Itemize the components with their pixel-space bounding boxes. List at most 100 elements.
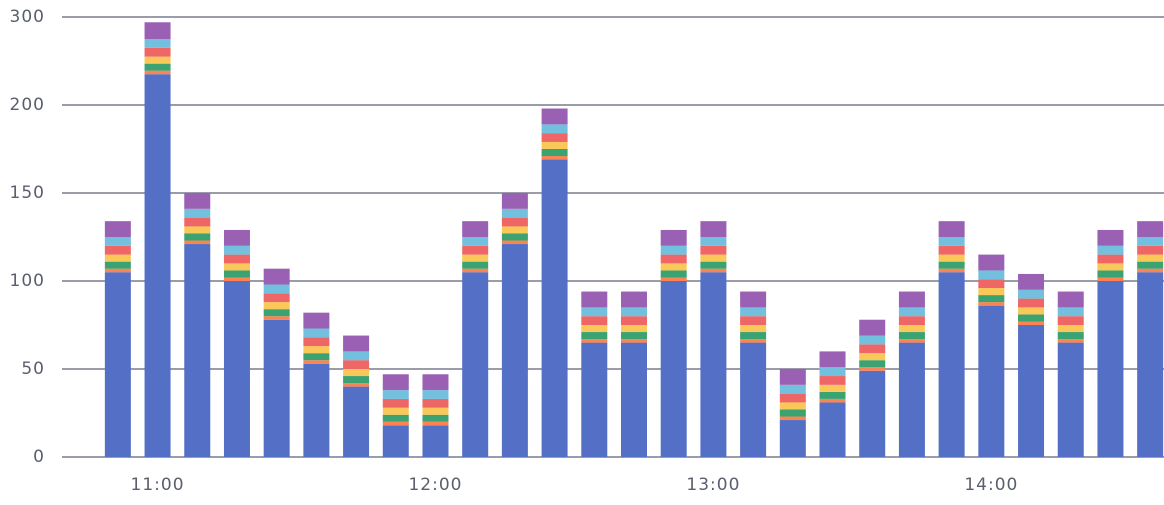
bar-segment: [1018, 314, 1045, 322]
bar-segment: [1057, 325, 1084, 333]
bar-segment: [581, 307, 608, 317]
bar-segment: [263, 284, 290, 294]
bar-segment: [104, 261, 131, 269]
bar-segment: [660, 263, 687, 271]
bar-segment: [223, 254, 250, 264]
bar-segment: [779, 402, 806, 410]
bar-segment: [343, 335, 370, 352]
bar-segment: [104, 221, 131, 237]
bar-segment: [104, 237, 131, 246]
bar-segment: [1057, 339, 1084, 343]
bar-segment: [938, 268, 965, 273]
bar-segment: [144, 47, 171, 57]
bar-segment: [422, 390, 449, 399]
bar-segment: [422, 407, 449, 415]
bar-segment: [343, 376, 370, 384]
bar-segment: [104, 272, 131, 457]
bar-segment: [660, 281, 687, 457]
bar-segment: [1018, 307, 1045, 315]
bar-segment: [501, 226, 528, 234]
bar-segment: [462, 221, 489, 237]
bar-segment: [660, 245, 687, 255]
bar-segment: [144, 22, 171, 39]
bar-segment: [660, 254, 687, 264]
bar-segment: [898, 332, 925, 340]
bar-segment: [1018, 325, 1045, 457]
bar-segment: [779, 416, 806, 421]
bar-segment: [303, 360, 330, 364]
bar-segment: [501, 244, 528, 457]
bar-segment: [223, 263, 250, 271]
bar-segment: [343, 383, 370, 387]
bar-segment: [1097, 270, 1124, 278]
x-tick-label: 11:00: [131, 475, 185, 495]
bar-segment: [898, 307, 925, 317]
bar-segment: [978, 305, 1005, 457]
bar-segment: [859, 344, 886, 354]
bar-segment: [382, 421, 409, 426]
bar-segment: [938, 272, 965, 457]
bar-segment: [898, 325, 925, 333]
bar-segment: [779, 409, 806, 417]
bar-segment: [819, 376, 846, 385]
bar-segment: [740, 339, 767, 343]
bar-segment: [700, 237, 727, 246]
bar-segment: [104, 245, 131, 255]
bar-segment: [541, 124, 568, 134]
bar-segment: [303, 353, 330, 361]
bar-segment: [541, 156, 568, 160]
bar-segment: [779, 393, 806, 403]
bar-segment: [1018, 289, 1045, 299]
bar-segment: [819, 367, 846, 377]
bar-segment: [303, 337, 330, 347]
bar-segment: [1097, 245, 1124, 255]
bar-segment: [263, 268, 290, 285]
bar-segment: [184, 233, 211, 241]
bar-segment: [700, 272, 727, 457]
bar-segment: [581, 332, 608, 340]
bar-segment: [819, 384, 846, 392]
bar-segment: [938, 245, 965, 255]
bar-segment: [819, 398, 846, 403]
bar-segment: [660, 229, 687, 246]
bar-segment: [581, 291, 608, 308]
bar-segment: [700, 261, 727, 269]
bar-segment: [382, 407, 409, 415]
bar-segment: [740, 316, 767, 325]
bar-segment: [621, 291, 647, 308]
bar-segment: [223, 229, 250, 246]
bar-segment: [859, 360, 886, 368]
bar-segment: [740, 307, 767, 317]
x-tick-label: 14:00: [964, 475, 1018, 495]
bar-segment: [541, 108, 568, 125]
bar-segment: [819, 391, 846, 399]
bar-segment: [1057, 307, 1084, 317]
bar-segment: [144, 56, 171, 64]
bar-segment: [541, 149, 568, 157]
x-tick-label: 12:00: [408, 475, 462, 495]
bar-segment: [819, 402, 846, 457]
bar-segment: [462, 237, 489, 246]
bar-segment: [541, 141, 568, 149]
y-tick-label: 0: [33, 447, 45, 467]
bar-segment: [1137, 237, 1164, 246]
bar-segment: [938, 254, 965, 262]
bar-segment: [859, 367, 886, 371]
y-tick-label: 200: [10, 95, 45, 115]
bar-segment: [144, 70, 171, 75]
bar-segment: [898, 316, 925, 325]
bar-segment: [422, 425, 449, 457]
y-tick-label: 300: [10, 7, 45, 27]
bar-segment: [144, 39, 171, 48]
bar-segment: [184, 193, 211, 209]
bar-segment: [978, 254, 1005, 271]
bar-segment: [1137, 272, 1164, 457]
bar-segment: [1057, 316, 1084, 325]
bar-segment: [1137, 221, 1164, 237]
bar-segment: [1018, 321, 1045, 325]
bar-segment: [581, 342, 608, 457]
bar-segment: [422, 374, 449, 391]
bar-segment: [978, 288, 1005, 296]
bar-segment: [263, 319, 290, 457]
